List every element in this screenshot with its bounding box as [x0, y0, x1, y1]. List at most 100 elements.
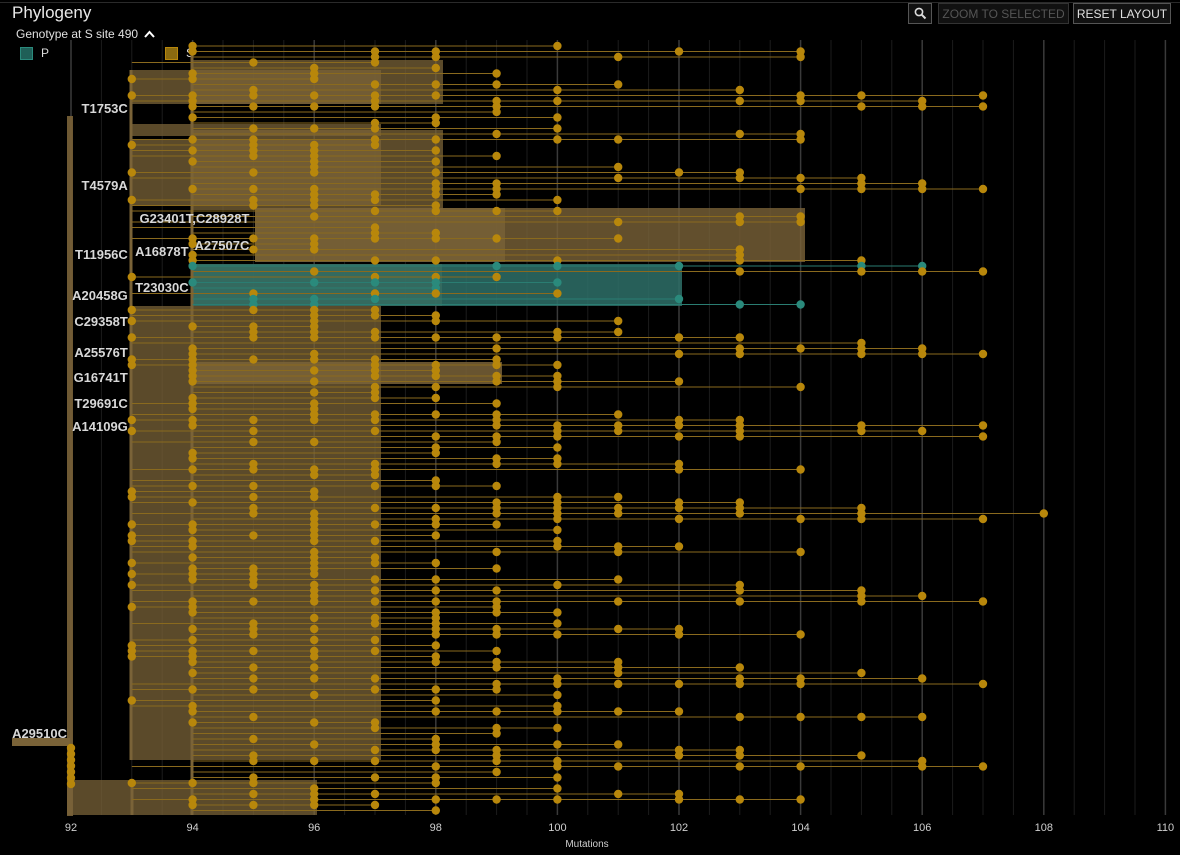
- tree-node[interactable]: [918, 426, 927, 436]
- tree-node[interactable]: [674, 421, 684, 430]
- tree-node[interactable]: [735, 509, 744, 518]
- tree-node[interactable]: [188, 624, 197, 634]
- tree-node[interactable]: [796, 344, 805, 353]
- tree-node[interactable]: [188, 635, 197, 645]
- tree-node[interactable]: [492, 663, 501, 672]
- tree-node[interactable]: [431, 778, 440, 788]
- tree-node[interactable]: [310, 333, 319, 342]
- tree-node[interactable]: [796, 679, 805, 689]
- tree-node[interactable]: [249, 789, 258, 799]
- tree-node[interactable]: [796, 52, 805, 62]
- tree-node[interactable]: [127, 426, 136, 436]
- tree-node[interactable]: [918, 267, 927, 276]
- tree-node[interactable]: [310, 674, 319, 683]
- tree-node[interactable]: [370, 674, 380, 683]
- tree-node[interactable]: [127, 360, 136, 370]
- tree-node[interactable]: [310, 355, 319, 364]
- tree-node[interactable]: [674, 47, 684, 56]
- tree-node[interactable]: [614, 173, 623, 183]
- reset-layout-button[interactable]: RESET LAYOUT: [1073, 3, 1171, 24]
- tree-node[interactable]: [249, 778, 258, 788]
- tree-node[interactable]: [674, 377, 684, 386]
- tree-node[interactable]: [310, 756, 319, 766]
- tree-node[interactable]: [370, 597, 380, 606]
- tree-node[interactable]: [978, 597, 988, 606]
- tree-node[interactable]: [188, 525, 197, 535]
- tree-node[interactable]: [370, 520, 380, 529]
- tree-node[interactable]: [188, 800, 197, 810]
- tree-node[interactable]: [553, 85, 562, 95]
- tree-node[interactable]: [249, 415, 258, 425]
- tree-node[interactable]: [614, 316, 623, 326]
- tree-node[interactable]: [370, 80, 380, 89]
- tree-node[interactable]: [188, 184, 197, 194]
- tree-node[interactable]: [431, 157, 440, 166]
- tree-node[interactable]: [918, 102, 927, 111]
- tree-node[interactable]: [249, 333, 258, 342]
- tree-node[interactable]: [66, 773, 76, 783]
- tree-node[interactable]: [249, 305, 258, 315]
- tree-node[interactable]: [249, 355, 258, 364]
- tree-node[interactable]: [796, 762, 805, 771]
- tree-node[interactable]: [249, 663, 258, 672]
- tree-node[interactable]: [370, 536, 380, 546]
- tree-node[interactable]: [553, 333, 562, 342]
- tree-node[interactable]: [431, 118, 440, 128]
- tree-node[interactable]: [431, 333, 440, 342]
- tree-node[interactable]: [735, 85, 744, 95]
- tree-node[interactable]: [310, 635, 319, 645]
- tree-node[interactable]: [553, 630, 562, 639]
- tree-node[interactable]: [735, 256, 744, 265]
- tree-node[interactable]: [492, 234, 501, 243]
- tree-node[interactable]: [249, 509, 258, 518]
- tree-node[interactable]: [188, 668, 197, 678]
- tree-node[interactable]: [796, 514, 805, 524]
- tree-node[interactable]: [370, 311, 380, 320]
- tree-node[interactable]: [796, 712, 805, 722]
- tree-node[interactable]: [553, 542, 562, 551]
- tree-node[interactable]: [431, 206, 440, 216]
- tree-node[interactable]: [127, 168, 136, 177]
- tree-node[interactable]: [553, 707, 562, 716]
- tree-node[interactable]: [492, 344, 501, 353]
- tree-node[interactable]: [188, 74, 197, 84]
- tree-node[interactable]: [978, 762, 988, 771]
- tree-node[interactable]: [188, 278, 197, 287]
- tree-node[interactable]: [735, 96, 744, 106]
- tree-node[interactable]: [310, 663, 319, 672]
- tree-node[interactable]: [66, 743, 76, 753]
- tree-node[interactable]: [735, 267, 744, 276]
- tree-node[interactable]: [857, 751, 866, 760]
- tree-node[interactable]: [614, 52, 623, 62]
- tree-node[interactable]: [249, 201, 258, 210]
- tree-node[interactable]: [553, 514, 562, 524]
- tree-node[interactable]: [249, 800, 258, 810]
- tree-node[interactable]: [249, 465, 258, 474]
- tree-node[interactable]: [553, 135, 562, 144]
- tree-node[interactable]: [492, 481, 501, 491]
- tree-node[interactable]: [370, 575, 380, 584]
- tree-node[interactable]: [310, 74, 319, 84]
- tree-node[interactable]: [553, 740, 562, 749]
- tree-node[interactable]: [857, 514, 866, 524]
- tree-node[interactable]: [370, 646, 380, 656]
- tree-node[interactable]: [492, 151, 501, 161]
- tree-node[interactable]: [66, 767, 76, 777]
- legend-toggle[interactable]: Genotype at S site 490: [16, 27, 155, 41]
- tree-node[interactable]: [857, 349, 866, 359]
- tree-node[interactable]: [614, 327, 623, 337]
- tree-node[interactable]: [674, 333, 684, 342]
- tree-node[interactable]: [66, 755, 76, 765]
- tree-node[interactable]: [614, 789, 623, 799]
- tree-node[interactable]: [310, 212, 319, 221]
- tree-node[interactable]: [735, 795, 744, 804]
- tree-node[interactable]: [310, 91, 319, 100]
- tree-node[interactable]: [1039, 509, 1049, 518]
- tree-node[interactable]: [249, 437, 258, 447]
- tree-node[interactable]: [249, 245, 258, 254]
- tree-node[interactable]: [553, 113, 562, 122]
- tree-node[interactable]: [614, 162, 623, 172]
- tree-node[interactable]: [978, 267, 988, 276]
- tree-node[interactable]: [66, 749, 76, 759]
- tree-node[interactable]: [310, 740, 319, 749]
